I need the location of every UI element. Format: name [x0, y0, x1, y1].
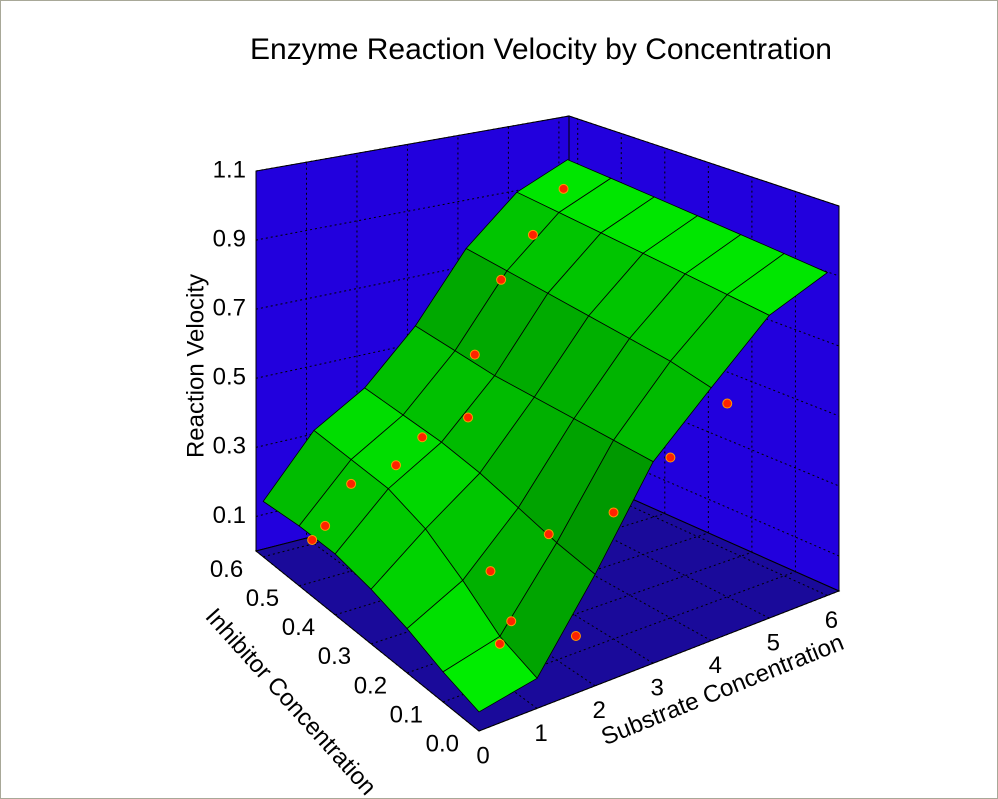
y-tick-label: 0.0 — [426, 730, 459, 757]
grid-line — [442, 191, 796, 703]
x-tick-label: 2 — [592, 697, 605, 724]
x-tick-label: 4 — [709, 652, 722, 679]
grid-line — [370, 162, 709, 645]
data-point — [320, 520, 331, 531]
grid-line — [478, 206, 840, 732]
z-tick-label: 1.1 — [213, 156, 246, 183]
y-tick-label: 0.1 — [390, 701, 423, 728]
grid-line — [255, 180, 840, 277]
y-tick-label: 0.3 — [318, 643, 351, 670]
x-tick-label: 6 — [825, 607, 838, 634]
data-point — [307, 534, 318, 545]
y-tick-label: 0.5 — [246, 585, 279, 612]
data-point — [558, 183, 569, 194]
data-point — [665, 452, 676, 463]
data-point — [469, 349, 480, 360]
z-tick-label: 0.3 — [213, 433, 246, 460]
data-point — [390, 460, 401, 471]
data-point — [608, 507, 619, 518]
grid-line — [255, 171, 480, 732]
chart-title: Enzyme Reaction Velocity by Concentratio… — [250, 33, 832, 66]
z-tick-label: 0.1 — [213, 502, 246, 529]
data-point — [496, 274, 507, 285]
data-point — [485, 566, 496, 577]
y-tick-label: 0.2 — [354, 672, 387, 699]
data-point — [417, 432, 428, 443]
x-tick-label: 5 — [767, 629, 780, 656]
grid-line — [255, 115, 840, 207]
data-point — [527, 229, 538, 240]
x-tick-label: 0 — [476, 742, 489, 769]
y-tick-label: 0.6 — [210, 556, 243, 583]
data-point — [506, 616, 517, 627]
surface-patch — [442, 635, 538, 713]
data-point — [463, 412, 474, 423]
data-point — [722, 398, 733, 409]
x-tick-label: 1 — [534, 720, 547, 747]
data-point — [494, 638, 505, 649]
z-tick-label: 0.5 — [213, 364, 246, 391]
data-point — [570, 630, 581, 641]
data-point — [543, 529, 554, 540]
data-point — [346, 478, 357, 489]
z-tick-label: 0.9 — [213, 225, 246, 252]
y-tick-label: 0.4 — [282, 614, 315, 641]
z-axis-label: Reaction Velocity — [182, 274, 209, 458]
x-tick-label: 3 — [651, 675, 664, 702]
z-tick-label: 0.7 — [213, 295, 246, 322]
